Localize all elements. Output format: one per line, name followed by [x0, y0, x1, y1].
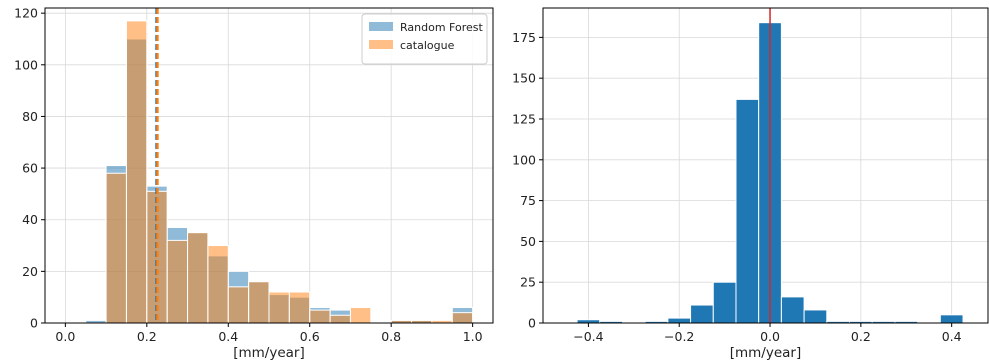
bar: [451, 312, 474, 324]
bar: [105, 172, 127, 324]
x-tick-label: 0.4: [218, 329, 238, 344]
x-tick-label: 0.4: [942, 329, 962, 344]
bar: [329, 314, 351, 324]
right-histogram: −0.4 −0.2 0.0 0.2 0.4 0 25 50 75 100 125 150 175 [mm/…: [512, 7, 989, 361]
axes-frame: [44, 7, 494, 324]
bar: [227, 286, 250, 324]
y-tick-label: 125: [512, 111, 536, 126]
x-tick-label: 0.2: [851, 329, 871, 344]
x-tick-label: 0.8: [381, 329, 401, 344]
x-tick-label: −0.2: [664, 329, 694, 344]
y-tick-label: 40: [22, 212, 38, 227]
y-tick-label: 100: [14, 57, 38, 72]
bar: [268, 291, 290, 324]
bar: [248, 281, 270, 324]
y-tick-label: 175: [512, 30, 536, 45]
legend-swatch: [369, 22, 393, 31]
legend: Random Forest catalogue: [361, 13, 488, 65]
y-tick-label: 120: [14, 6, 38, 21]
x-axis-label: [mm/year]: [233, 345, 305, 361]
bar: [187, 232, 209, 324]
legend-swatch: [369, 40, 393, 49]
bar: [667, 317, 692, 324]
bar: [780, 296, 805, 324]
legend-label: catalogue: [400, 39, 455, 52]
x-tick-label: 1.0: [463, 329, 483, 344]
x-tick-label: 0.2: [137, 329, 157, 344]
bar: [712, 281, 737, 324]
bar: [690, 304, 714, 324]
axes-frame: [542, 7, 989, 324]
x-axis-label: [mm/year]: [730, 345, 802, 361]
bar: [735, 98, 760, 324]
left-histogram: 0.0 0.2 0.4 0.6 0.8 1.0 0 20 40 60 80 100 120 [mm/yea…: [14, 6, 494, 361]
y-tick-label: 50: [520, 234, 536, 249]
legend-box: [361, 13, 488, 65]
x-tick-label: 0.6: [300, 329, 320, 344]
y-tick-label: 80: [22, 109, 38, 124]
y-tick-label: 100: [512, 152, 536, 167]
x-tick-label: −0.4: [573, 329, 603, 344]
y-tick-label: 150: [512, 71, 536, 86]
bar: [939, 314, 964, 324]
x-tick-label: 0.0: [760, 329, 780, 344]
bar: [803, 309, 828, 324]
y-tick-label: 75: [520, 193, 536, 208]
bar: [207, 245, 229, 324]
bar: [288, 291, 311, 324]
y-tick-label: 25: [520, 275, 536, 290]
bar: [125, 20, 148, 324]
bar: [349, 307, 372, 324]
y-tick-label: 0: [30, 316, 38, 331]
y-tick-label: 20: [22, 264, 38, 279]
bar: [166, 239, 189, 324]
legend-label: Random Forest: [400, 21, 483, 34]
bar: [309, 309, 331, 324]
y-tick-label: 0: [528, 316, 536, 331]
y-tick-label: 60: [22, 161, 38, 176]
x-tick-label: 0.0: [55, 329, 75, 344]
